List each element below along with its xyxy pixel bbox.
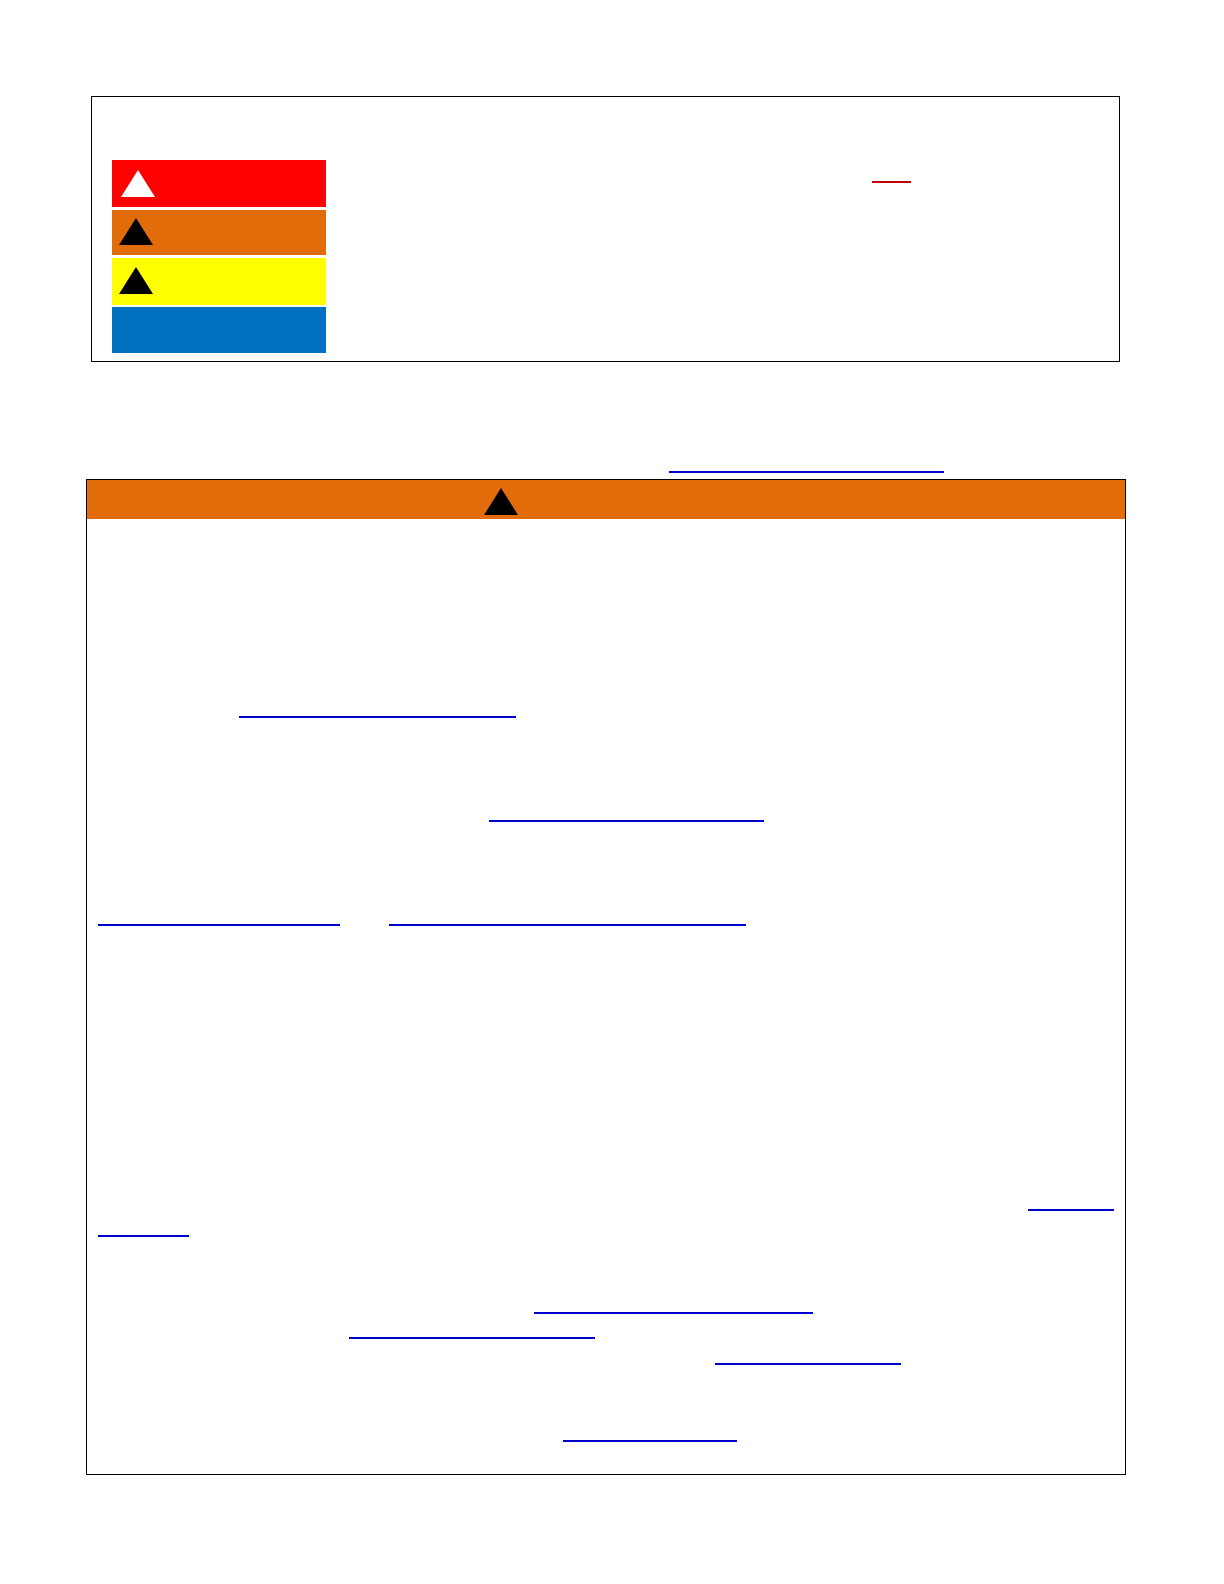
- link[interactable]: [389, 924, 746, 926]
- link[interactable]: [98, 924, 340, 926]
- warning-triangle-icon: [121, 170, 155, 197]
- hazard-legend-box: [91, 96, 1120, 362]
- link[interactable]: [715, 1363, 901, 1365]
- link[interactable]: [1028, 1209, 1114, 1211]
- link[interactable]: [534, 1312, 813, 1314]
- notice-band: [112, 307, 326, 353]
- warning-triangle-icon: [119, 267, 153, 294]
- link[interactable]: [669, 471, 944, 473]
- caution-band: [112, 258, 326, 305]
- link[interactable]: [489, 820, 764, 822]
- link[interactable]: [98, 1235, 189, 1237]
- link[interactable]: [349, 1337, 595, 1339]
- link[interactable]: [563, 1440, 737, 1442]
- warning-triangle-icon: [119, 218, 153, 245]
- warning-band: [112, 210, 326, 255]
- warning-header: [87, 480, 1125, 519]
- warning-triangle-icon: [484, 488, 518, 515]
- danger-band: [112, 160, 326, 207]
- warning-box: [86, 479, 1126, 1475]
- emphasis-underline: [872, 181, 911, 183]
- link[interactable]: [239, 716, 516, 718]
